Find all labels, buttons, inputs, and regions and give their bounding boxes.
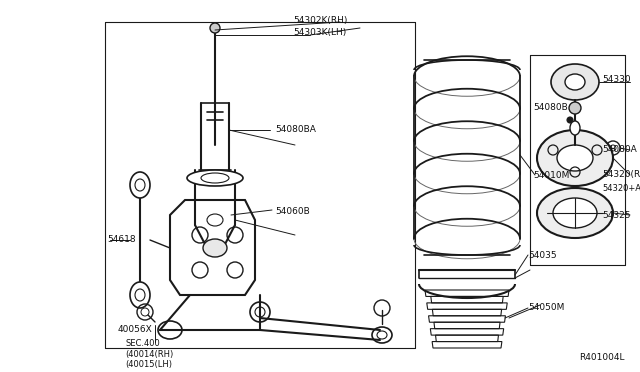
Text: 54618: 54618 [107,235,136,244]
Text: 54060B: 54060B [275,208,310,217]
Text: 54325: 54325 [602,211,630,219]
Ellipse shape [553,198,597,228]
Text: 54330: 54330 [602,76,630,84]
Ellipse shape [201,173,229,183]
Ellipse shape [130,282,150,308]
Ellipse shape [570,121,580,135]
Text: 54010M: 54010M [533,170,570,180]
Ellipse shape [130,172,150,198]
Text: SEC.400: SEC.400 [125,339,160,347]
Text: 54050M: 54050M [528,304,564,312]
Ellipse shape [565,74,585,90]
Text: 40056X: 40056X [118,326,153,334]
Ellipse shape [203,239,227,257]
Text: R401004L: R401004L [579,353,625,362]
Text: 54320+A(LH): 54320+A(LH) [602,183,640,192]
Text: 54080BA: 54080BA [275,125,316,135]
Ellipse shape [537,188,613,238]
Text: 54080A: 54080A [602,145,637,154]
Text: 54303K(LH): 54303K(LH) [293,28,347,36]
Ellipse shape [557,145,593,171]
Ellipse shape [567,117,573,123]
Ellipse shape [210,23,220,33]
Text: 54035: 54035 [528,250,557,260]
Ellipse shape [537,130,613,186]
Text: 54302K(RH): 54302K(RH) [293,16,347,25]
Text: (40014(RH): (40014(RH) [125,350,173,359]
Ellipse shape [187,170,243,186]
Text: 54320(RH): 54320(RH) [602,170,640,180]
Ellipse shape [569,102,581,114]
Ellipse shape [551,64,599,100]
Text: 54080B: 54080B [533,103,568,112]
Text: (40015(LH): (40015(LH) [125,360,172,369]
